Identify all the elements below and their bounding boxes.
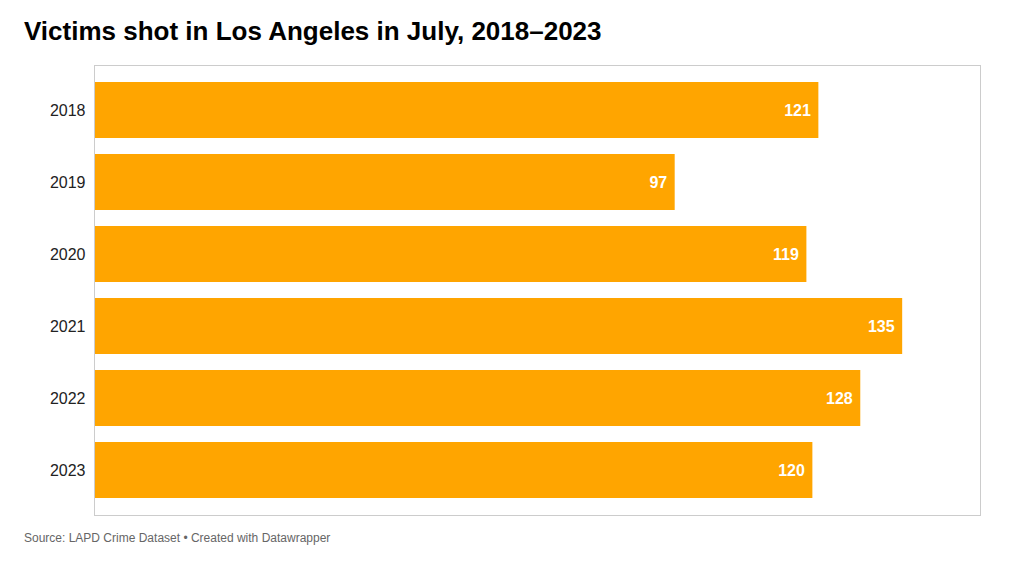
svg-text:128: 128 — [826, 390, 853, 407]
svg-text:135: 135 — [868, 318, 895, 335]
svg-text:119: 119 — [773, 246, 799, 263]
svg-text:97: 97 — [649, 174, 667, 191]
html-text:Source: LAPD Crime Dataset • C: Source: LAPD Crime Dataset • Created wit… — [24, 531, 331, 545]
svg-text:2018: 2018 — [50, 102, 86, 119]
svg-text:2021: 2021 — [50, 318, 86, 335]
svg-text:2022: 2022 — [50, 390, 86, 407]
svg-text:2020: 2020 — [50, 246, 86, 263]
svg-text:2019: 2019 — [50, 174, 86, 191]
svg-text:121: 121 — [784, 102, 811, 119]
svg-text:120: 120 — [778, 462, 805, 479]
svg-text:2023: 2023 — [50, 462, 86, 479]
html-text:Victims shot in Los Angeles in: Victims shot in Los Angeles in July, 201… — [24, 16, 602, 46]
